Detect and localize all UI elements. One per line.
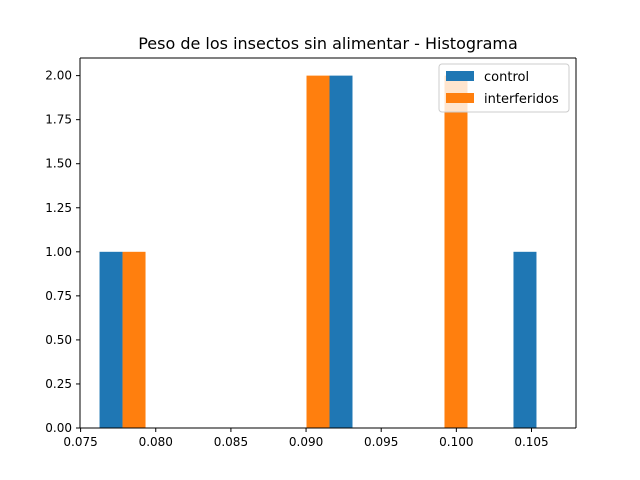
x-tick-label: 0.080 bbox=[139, 435, 173, 449]
y-tick-label: 1.00 bbox=[45, 245, 72, 259]
legend-swatch-interferidos bbox=[446, 93, 474, 103]
bar-control-9 bbox=[513, 251, 537, 428]
y-tick-label: 1.75 bbox=[45, 113, 72, 127]
bar-control-0 bbox=[99, 251, 123, 428]
chart-title: Peso de los insectos sin alimentar - His… bbox=[138, 34, 518, 53]
y-tick-label: 0.00 bbox=[45, 421, 72, 435]
legend-label-control: control bbox=[484, 70, 529, 85]
y-tick-label: 0.75 bbox=[45, 289, 72, 303]
y-axis-ticks: 0.00 0.25 0.50 0.75 1.00 1.25 1.50 1.75 2.00 bbox=[45, 69, 80, 435]
x-tick-label: 0.085 bbox=[214, 435, 248, 449]
legend-swatch-control bbox=[446, 71, 474, 81]
x-tick-label: 0.075 bbox=[63, 435, 97, 449]
y-tick-label: 2.00 bbox=[45, 69, 72, 83]
x-axis-ticks: 0.075 0.080 0.085 0.090 0.095 0.100 0.105 bbox=[63, 428, 549, 449]
legend-label-interferidos: interferidos bbox=[484, 92, 559, 107]
x-tick-label: 0.105 bbox=[514, 435, 548, 449]
legend: control interferidos bbox=[438, 63, 570, 113]
x-tick-label: 0.100 bbox=[439, 435, 473, 449]
bar-interferidos-4 bbox=[306, 75, 330, 428]
x-tick-label: 0.095 bbox=[364, 435, 398, 449]
bar-interferidos-0 bbox=[122, 251, 146, 428]
bar-interferidos-7 bbox=[444, 75, 468, 428]
x-tick-label: 0.090 bbox=[289, 435, 323, 449]
y-tick-label: 0.25 bbox=[45, 377, 72, 391]
bars bbox=[99, 75, 537, 428]
bar-control-5 bbox=[329, 75, 353, 428]
y-tick-label: 1.25 bbox=[45, 201, 72, 215]
y-tick-label: 0.50 bbox=[45, 333, 72, 347]
y-tick-label: 1.50 bbox=[45, 157, 72, 171]
